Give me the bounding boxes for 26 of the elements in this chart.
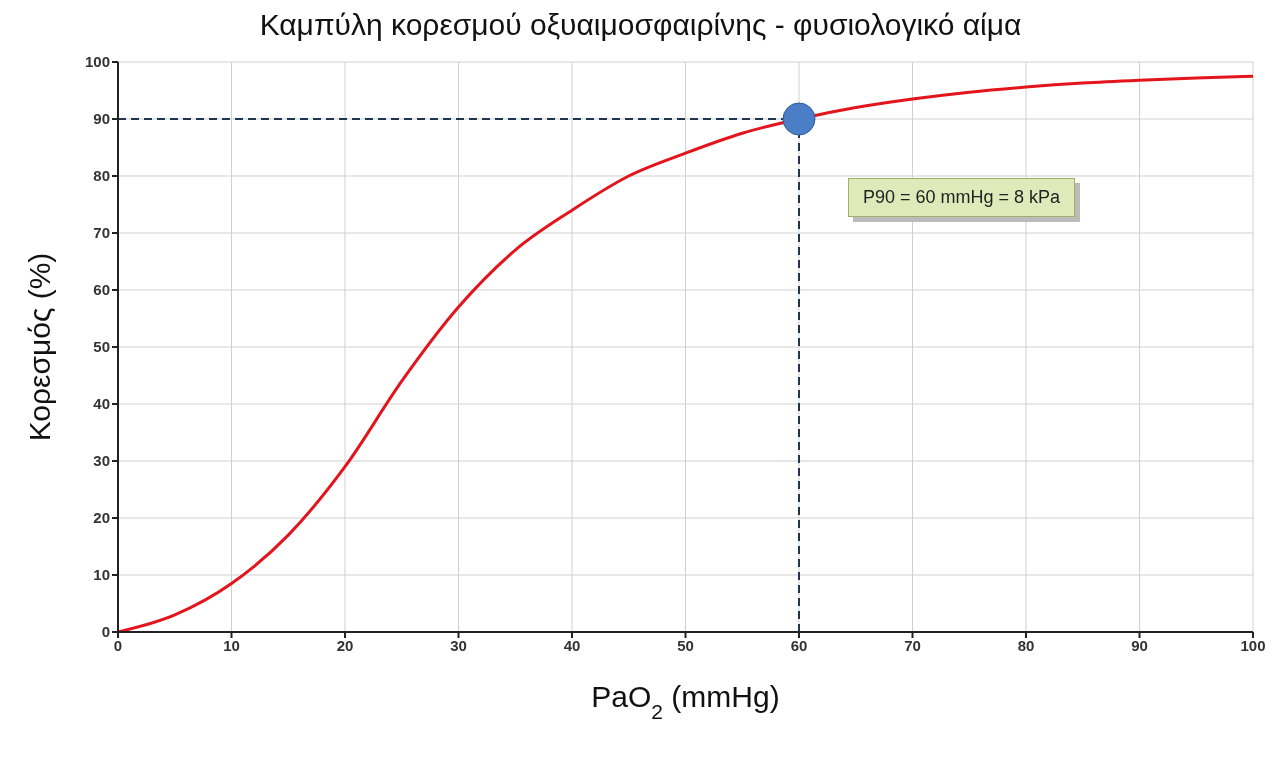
y-tick-label: 40 bbox=[93, 395, 110, 413]
y-tick-label: 0 bbox=[101, 623, 110, 641]
x-tick-label: 70 bbox=[904, 636, 921, 654]
y-tick-label: 20 bbox=[93, 509, 110, 527]
chart-title: Καμπύλη κορεσμού οξυαιμοσφαιρίνης - φυσιολογικό αίμα bbox=[258, 8, 1023, 42]
y-tick-label: 30 bbox=[93, 452, 110, 470]
x-tick-label: 60 bbox=[790, 636, 808, 654]
x-tick-label: 20 bbox=[336, 636, 354, 654]
x-tick-label: 100 bbox=[1240, 636, 1266, 654]
x-tick-label: 90 bbox=[1131, 636, 1148, 654]
x-axis-title: PaO$_{2}$ (mmHg) bbox=[591, 680, 780, 723]
x-tick-label: 30 bbox=[450, 636, 467, 654]
x-tick-label: 0 bbox=[113, 636, 123, 654]
x-tick-label: 80 bbox=[1017, 636, 1035, 654]
y-tick-label: 100 bbox=[84, 53, 110, 71]
annotation: P90 = 60 mmHg = 8 kPa bbox=[848, 178, 1076, 217]
y-tick-label: 60 bbox=[93, 281, 110, 299]
y-tick-label: 80 bbox=[93, 167, 110, 185]
y-tick-label: 10 bbox=[93, 566, 110, 584]
y-tick-label: 50 bbox=[93, 338, 110, 356]
y-tick-label: 90 bbox=[93, 110, 110, 128]
y-tick-label: 70 bbox=[93, 224, 110, 242]
y-axis-title: Κορεσμός (%) bbox=[23, 252, 56, 442]
x-tick-label: 10 bbox=[223, 636, 240, 654]
x-tick-label: 50 bbox=[677, 636, 694, 654]
x-tick-label: 40 bbox=[563, 636, 581, 654]
